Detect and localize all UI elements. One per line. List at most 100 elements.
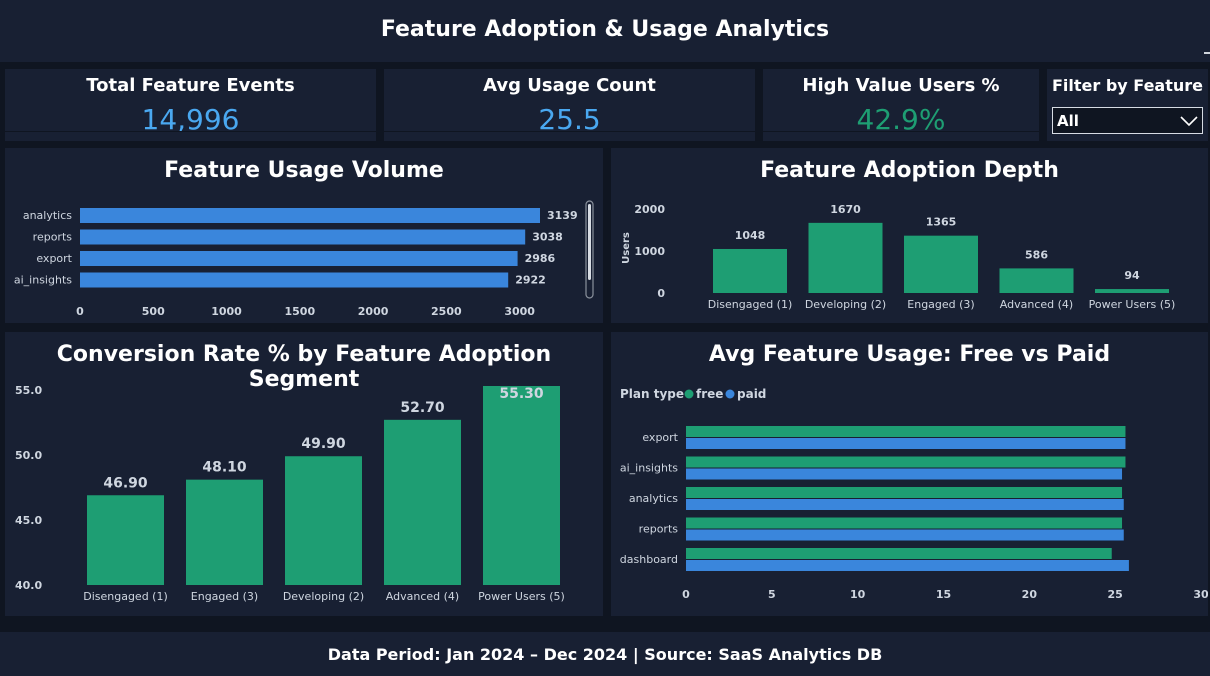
y-tick-label: 40.0 [15,579,42,592]
y-axis-label: Users [621,232,632,264]
bar-disengaged-1- [713,248,787,293]
bar-engaged-3- [904,235,978,293]
y-tick-label: 1000 [634,245,665,258]
dashboard-footer: Data Period: Jan 2024 – Dec 2024 | Sourc… [0,632,1210,676]
data-label: 48.10 [202,460,247,476]
conversion-rate-panel: Conversion Rate % by Feature Adoption Se… [5,332,603,616]
kpi-value: 14,996 [141,103,240,136]
category-label: Advanced (4) [1000,298,1073,311]
bar-reports [80,229,526,245]
x-tick-label: 2500 [431,305,462,318]
free-vs-paid-chart: Plan type free paid export ai_insightsanalyt… [620,387,1208,601]
legend-marker-paid [725,389,735,399]
footer-text: Data Period: Jan 2024 – Dec 2024 | Sourc… [327,645,883,664]
category-label: export [36,252,72,265]
kpi-divider [384,131,755,132]
kpi-label: Avg Usage Count [483,75,656,96]
bar-dashboard-paid [686,560,1129,571]
bar-power-users-5- [483,386,560,585]
kpi-label: High Value Users % [802,75,1000,96]
legend-title: Plan type [620,387,684,401]
dashboard-header: Feature Adoption & Usage Analytics [0,0,1210,62]
filter-selected-value: All [1057,112,1079,130]
kpi-label: Total Feature Events [86,75,295,96]
kpi-value: 25.5 [538,103,601,136]
category-label: Power Users (5) [1089,298,1176,311]
kpi-divider [763,131,1039,132]
kpi-value: 42.9% [856,103,946,136]
chart-title: Feature Usage Volume [164,158,444,183]
category-label: Power Users (5) [478,590,565,603]
dashboard-title: Feature Adoption & Usage Analytics [380,17,830,42]
data-label: 46.90 [103,475,148,491]
legend-marker-free [684,389,694,399]
chart-title: Conversion Rate % by Feature Adoption Se… [56,342,552,392]
data-label: 49.90 [301,436,346,452]
filter-panel: Filter by Feature All [1047,69,1208,141]
category-label: ai_insights [620,462,678,475]
data-label: 52.70 [400,400,445,416]
kpi-divider [5,131,376,132]
category-label: reports [33,231,73,244]
bar-disengaged-1- [87,495,164,585]
kpi-card-total-events: Total Feature Events 14,996 [5,69,376,141]
category-label: Engaged (3) [191,590,258,603]
data-label: 1048 [735,229,766,242]
bar-analytics [80,208,540,223]
feature-adoption-depth-chart: Users 2000 1000 0 1048 Disengaged (1) 1670 Deve… [621,203,1176,311]
x-tick-label: 20 [1022,588,1038,601]
bar-developing-2- [285,456,362,585]
data-label: 3139 [547,209,578,222]
chart-title: Avg Feature Usage: Free vs Paid [708,342,1111,367]
data-label: 3038 [532,231,563,244]
bar-reports-paid [686,529,1124,541]
category-label: Disengaged (1) [83,590,168,603]
y-tick-label: 0 [657,287,665,300]
category-label: ai_insights [14,274,72,287]
x-tick-label: 1500 [285,305,316,318]
category-label: reports [639,523,679,536]
data-label: 55.30 [499,386,544,402]
data-label: 1365 [926,216,957,229]
category-label: Advanced (4) [386,590,459,603]
filter-label: Filter by Feature [1051,76,1204,95]
category-label: dashboard [620,553,678,566]
category-label: export [642,431,678,444]
bar-advanced-4- [999,268,1074,293]
feature-usage-volume-panel: Feature Usage Volume analytics 3139 report… [5,148,603,323]
window-resize-handle[interactable] [1204,52,1210,54]
bar-power-users-5- [1095,289,1169,293]
x-tick-label: 0 [76,305,84,318]
category-label: analytics [629,492,678,505]
x-tick-label: 25 [1108,588,1123,601]
bar-export [80,251,518,266]
category-label: Developing (2) [283,590,364,603]
bar-ai_insights-paid [686,468,1123,480]
data-label: 2922 [515,274,546,287]
x-tick-label: 0 [682,588,690,601]
kpi-card-avg-usage: Avg Usage Count 25.5 [384,69,755,141]
feature-usage-volume-chart: analytics 3139 reports 3038 export 2986 ai_ins… [14,200,594,318]
x-tick-label: 3000 [504,305,535,318]
bar-ai_insights-free [686,456,1126,468]
y-tick-label: 55.0 [15,384,42,397]
bar-export-free [686,426,1126,437]
scrollbar[interactable] [585,200,594,299]
data-label: 1670 [830,203,861,216]
bar-reports-free [686,517,1123,529]
feature-adoption-depth-panel: Feature Adoption Depth Users 2000 1000 0 104… [611,148,1208,323]
y-tick-label: 45.0 [15,514,42,527]
y-tick-label: 2000 [634,203,665,216]
category-label: Developing (2) [805,298,886,311]
category-label: Engaged (3) [907,298,974,311]
conversion-rate-chart: 55.0 50.0 45.0 40.0 46.90 Disengaged (1) 48.10… [15,384,565,603]
chart-title: Feature Adoption Depth [760,158,1059,183]
free-vs-paid-panel: Avg Feature Usage: Free vs Paid Plan typ… [611,332,1208,616]
x-tick-label: 1000 [211,305,242,318]
bar-dashboard-free [686,548,1112,559]
x-tick-label: 5 [768,588,776,601]
feature-filter-dropdown[interactable]: All [1052,107,1203,134]
category-label: analytics [23,209,72,222]
bar-analytics-paid [686,499,1124,510]
scrollbar-thumb[interactable] [588,204,591,280]
